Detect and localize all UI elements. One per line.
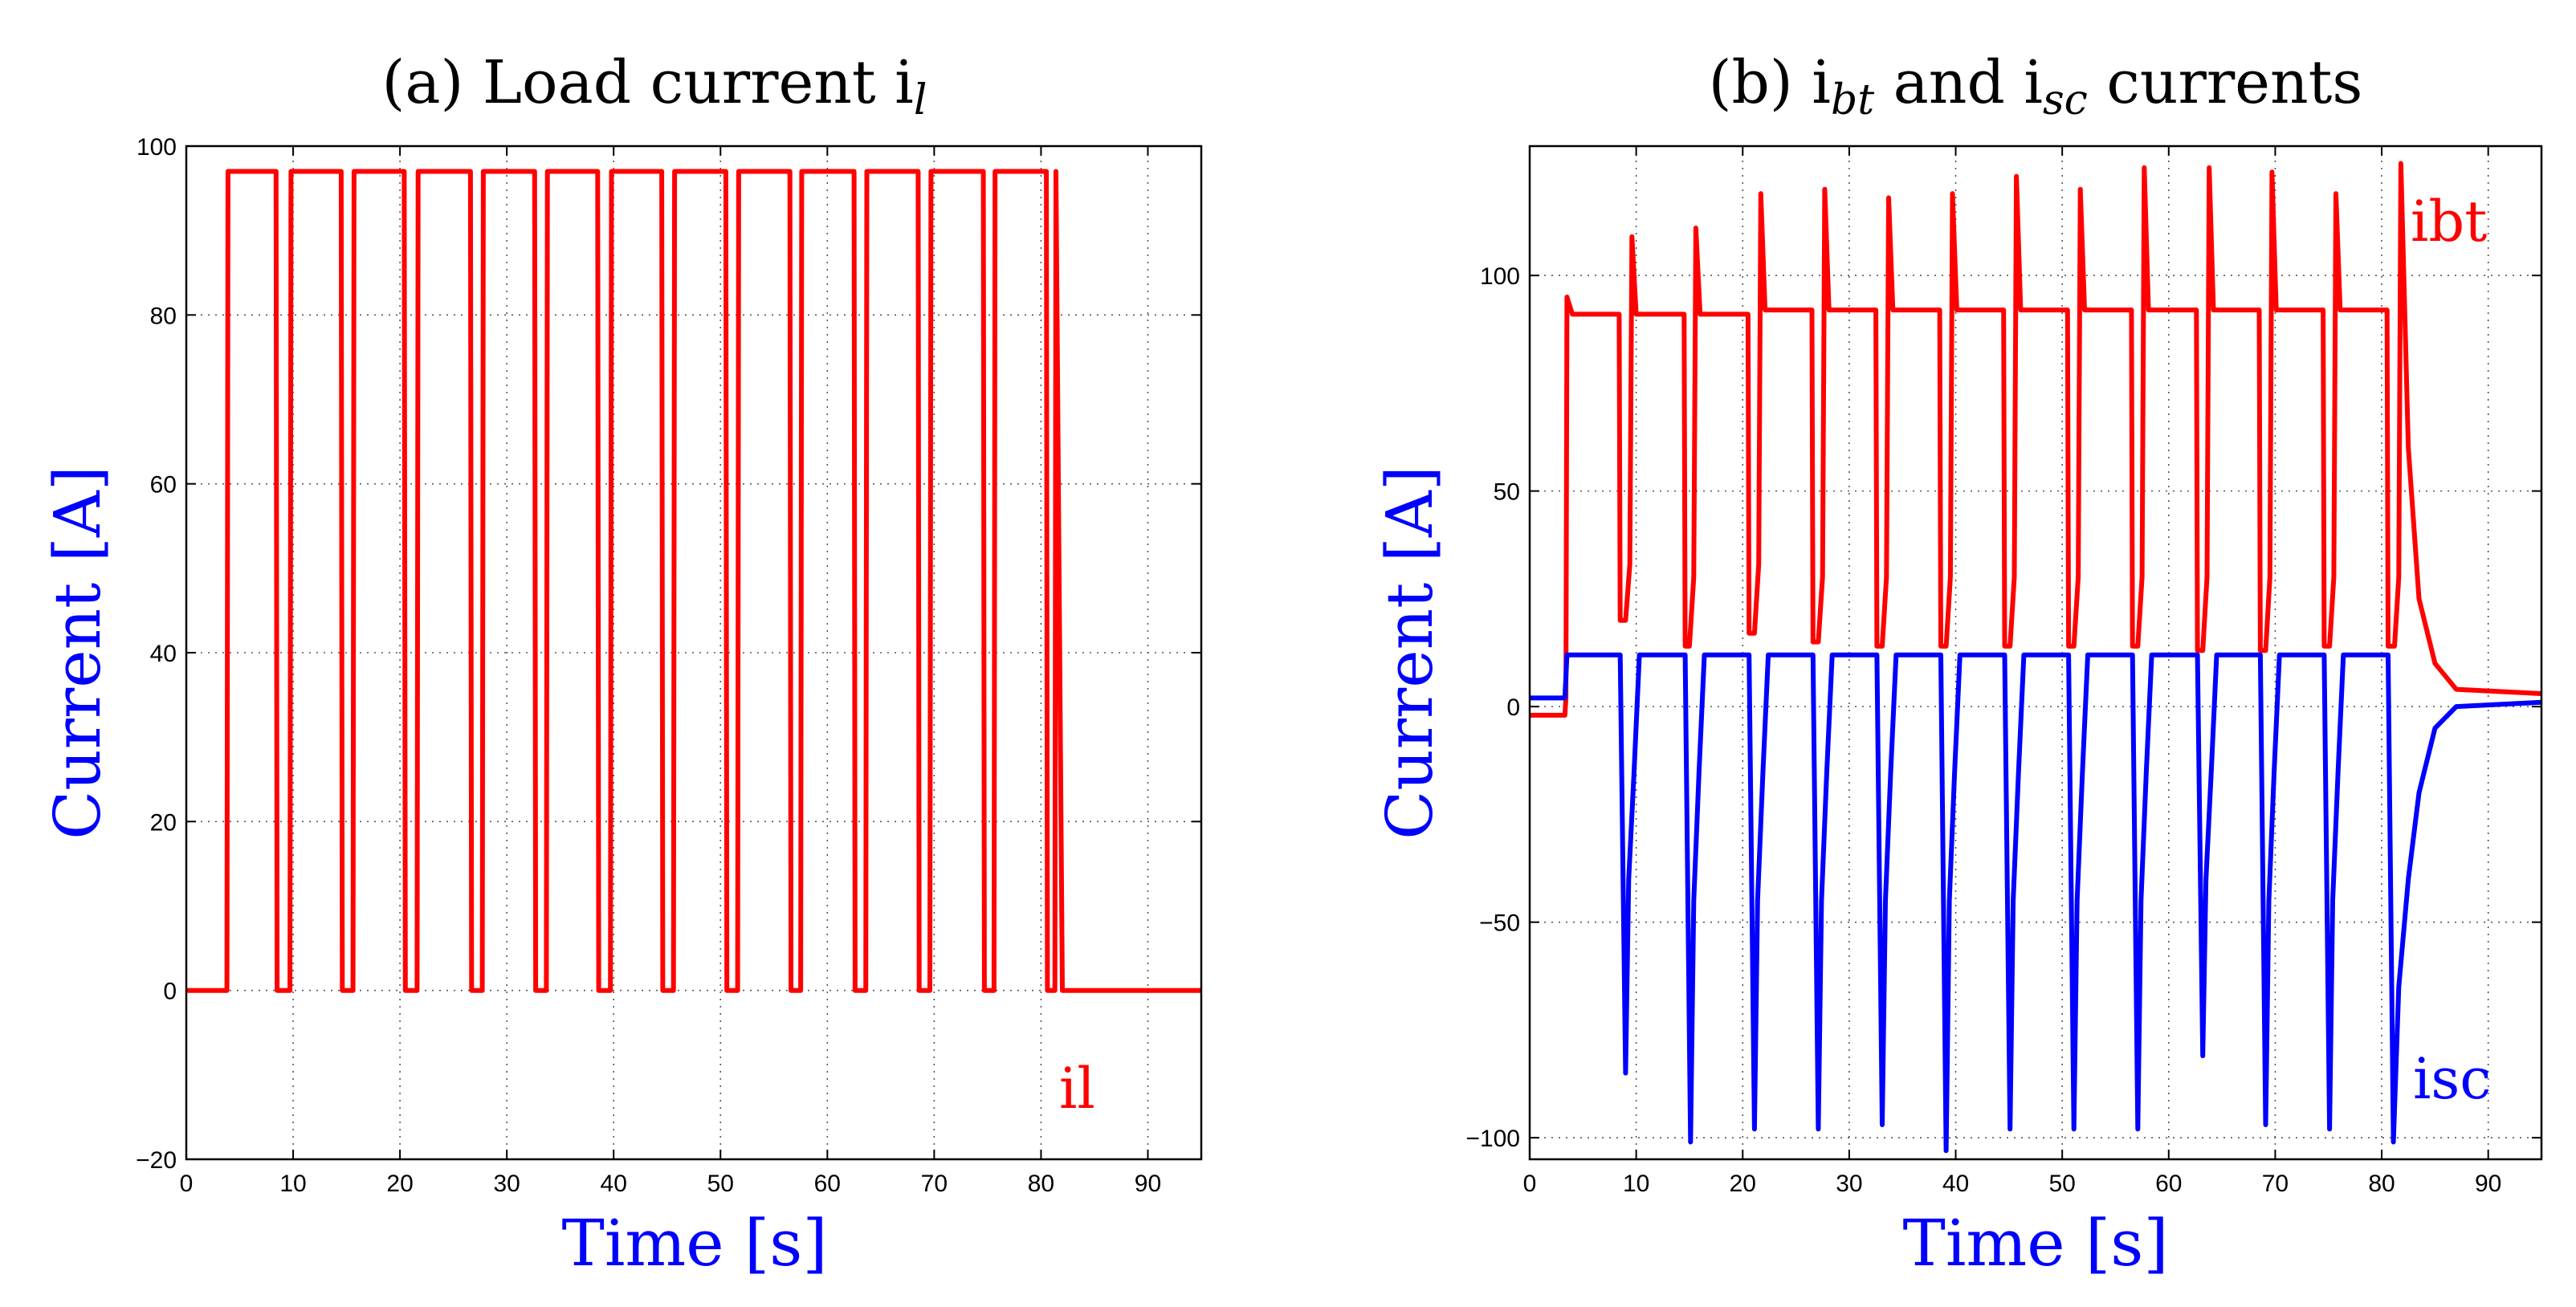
chart-a-ytick-label: −20 (136, 1147, 177, 1174)
chart-b-lines (1530, 161, 2542, 1154)
chart-b-xtick-label: 0 (1523, 1171, 1537, 1197)
chart-a-series-il (186, 169, 1201, 993)
chart-a-annotation-il: il (1059, 1056, 1095, 1122)
chart-b-xtick-label: 20 (1730, 1171, 1756, 1197)
chart-b-xtick-label: 10 (1623, 1171, 1649, 1197)
chart-a-ytick-label: 60 (150, 472, 177, 499)
chart-a-xtick-label: 50 (707, 1171, 734, 1197)
chart-b-xlabel: Time [s] (1902, 1206, 2168, 1281)
chart-a-xtick-label: 10 (279, 1171, 306, 1197)
chart-b-series-isc (1530, 652, 2542, 1154)
chart-a-xtick-label: 40 (601, 1171, 627, 1197)
chart-b: (b) ibt and isc currents 0 10 20 30 40 50 60 70… (1372, 48, 2543, 1281)
chart-b-title: (b) ibt and isc currents (1709, 48, 2363, 124)
chart-b-xtick-label: 50 (2048, 1171, 2075, 1197)
chart-b-xtick-label: 30 (1836, 1171, 1862, 1197)
chart-a-lines (186, 169, 1201, 993)
chart-b-ticks: 0 10 20 30 40 50 60 70 80 90 −100 −50 0 50 100 (1465, 146, 2541, 1197)
chart-b-xtick-label: 60 (2155, 1171, 2182, 1197)
chart-a-xlabel: Time [s] (561, 1206, 827, 1281)
chart-b-ylabel: Current [A] (1372, 466, 1447, 840)
chart-b-xtick-label: 40 (1942, 1171, 1969, 1197)
chart-b-ytick-label: −100 (1465, 1126, 1520, 1152)
chart-b-annotation-isc: isc (2413, 1046, 2492, 1112)
chart-b-title-part2: and i (1874, 48, 2043, 117)
chart-b-ytick-label: −50 (1479, 910, 1520, 937)
chart-b-ytick-label: 50 (1494, 479, 1520, 506)
chart-b-title-part3: currents (2088, 48, 2363, 117)
chart-a-ylabel: Current [A] (40, 466, 115, 840)
chart-a-xtick-label: 20 (386, 1171, 413, 1197)
chart-a-xtick-label: 30 (493, 1171, 520, 1197)
chart-b-series-ibt (1530, 161, 2542, 718)
chart-a: (a) Load current il 0 10 20 30 40 50 60 70 80 90 −… (40, 48, 1203, 1281)
chart-b-title-sub1: bt (1831, 76, 1874, 124)
chart-a-title-main: (a) Load current i (382, 48, 914, 117)
chart-a-xtick-label: 90 (1135, 1171, 1161, 1197)
chart-b-xtick-label: 80 (2368, 1171, 2395, 1197)
chart-b-frame (1528, 145, 2543, 1161)
chart-a-title: (a) Load current il (382, 48, 927, 124)
chart-b-title-part1: (b) i (1709, 48, 1831, 117)
chart-a-frame (185, 145, 1203, 1161)
chart-a-ytick-label: 40 (150, 641, 177, 667)
chart-a-grid (186, 146, 1201, 1159)
chart-a-ytick-label: 80 (150, 303, 177, 329)
chart-a-xtick-label: 0 (180, 1171, 194, 1197)
chart-a-ytick-label: 100 (137, 134, 177, 161)
chart-a-title-sub: l (914, 76, 927, 124)
chart-a-ytick-label: 20 (150, 809, 177, 836)
chart-a-xtick-label: 70 (921, 1171, 948, 1197)
chart-b-annotation-ibt: ibt (2411, 189, 2487, 254)
chart-a-xtick-label: 80 (1028, 1171, 1054, 1197)
chart-b-xtick-label: 70 (2262, 1171, 2289, 1197)
chart-b-ytick-label: 100 (1480, 263, 1520, 290)
chart-b-title-sub2: sc (2043, 76, 2088, 124)
chart-b-xtick-label: 90 (2475, 1171, 2501, 1197)
chart-a-xtick-label: 60 (814, 1171, 841, 1197)
chart-b-ytick-label: 0 (1506, 694, 1520, 721)
chart-a-ytick-label: 0 (163, 979, 177, 1005)
